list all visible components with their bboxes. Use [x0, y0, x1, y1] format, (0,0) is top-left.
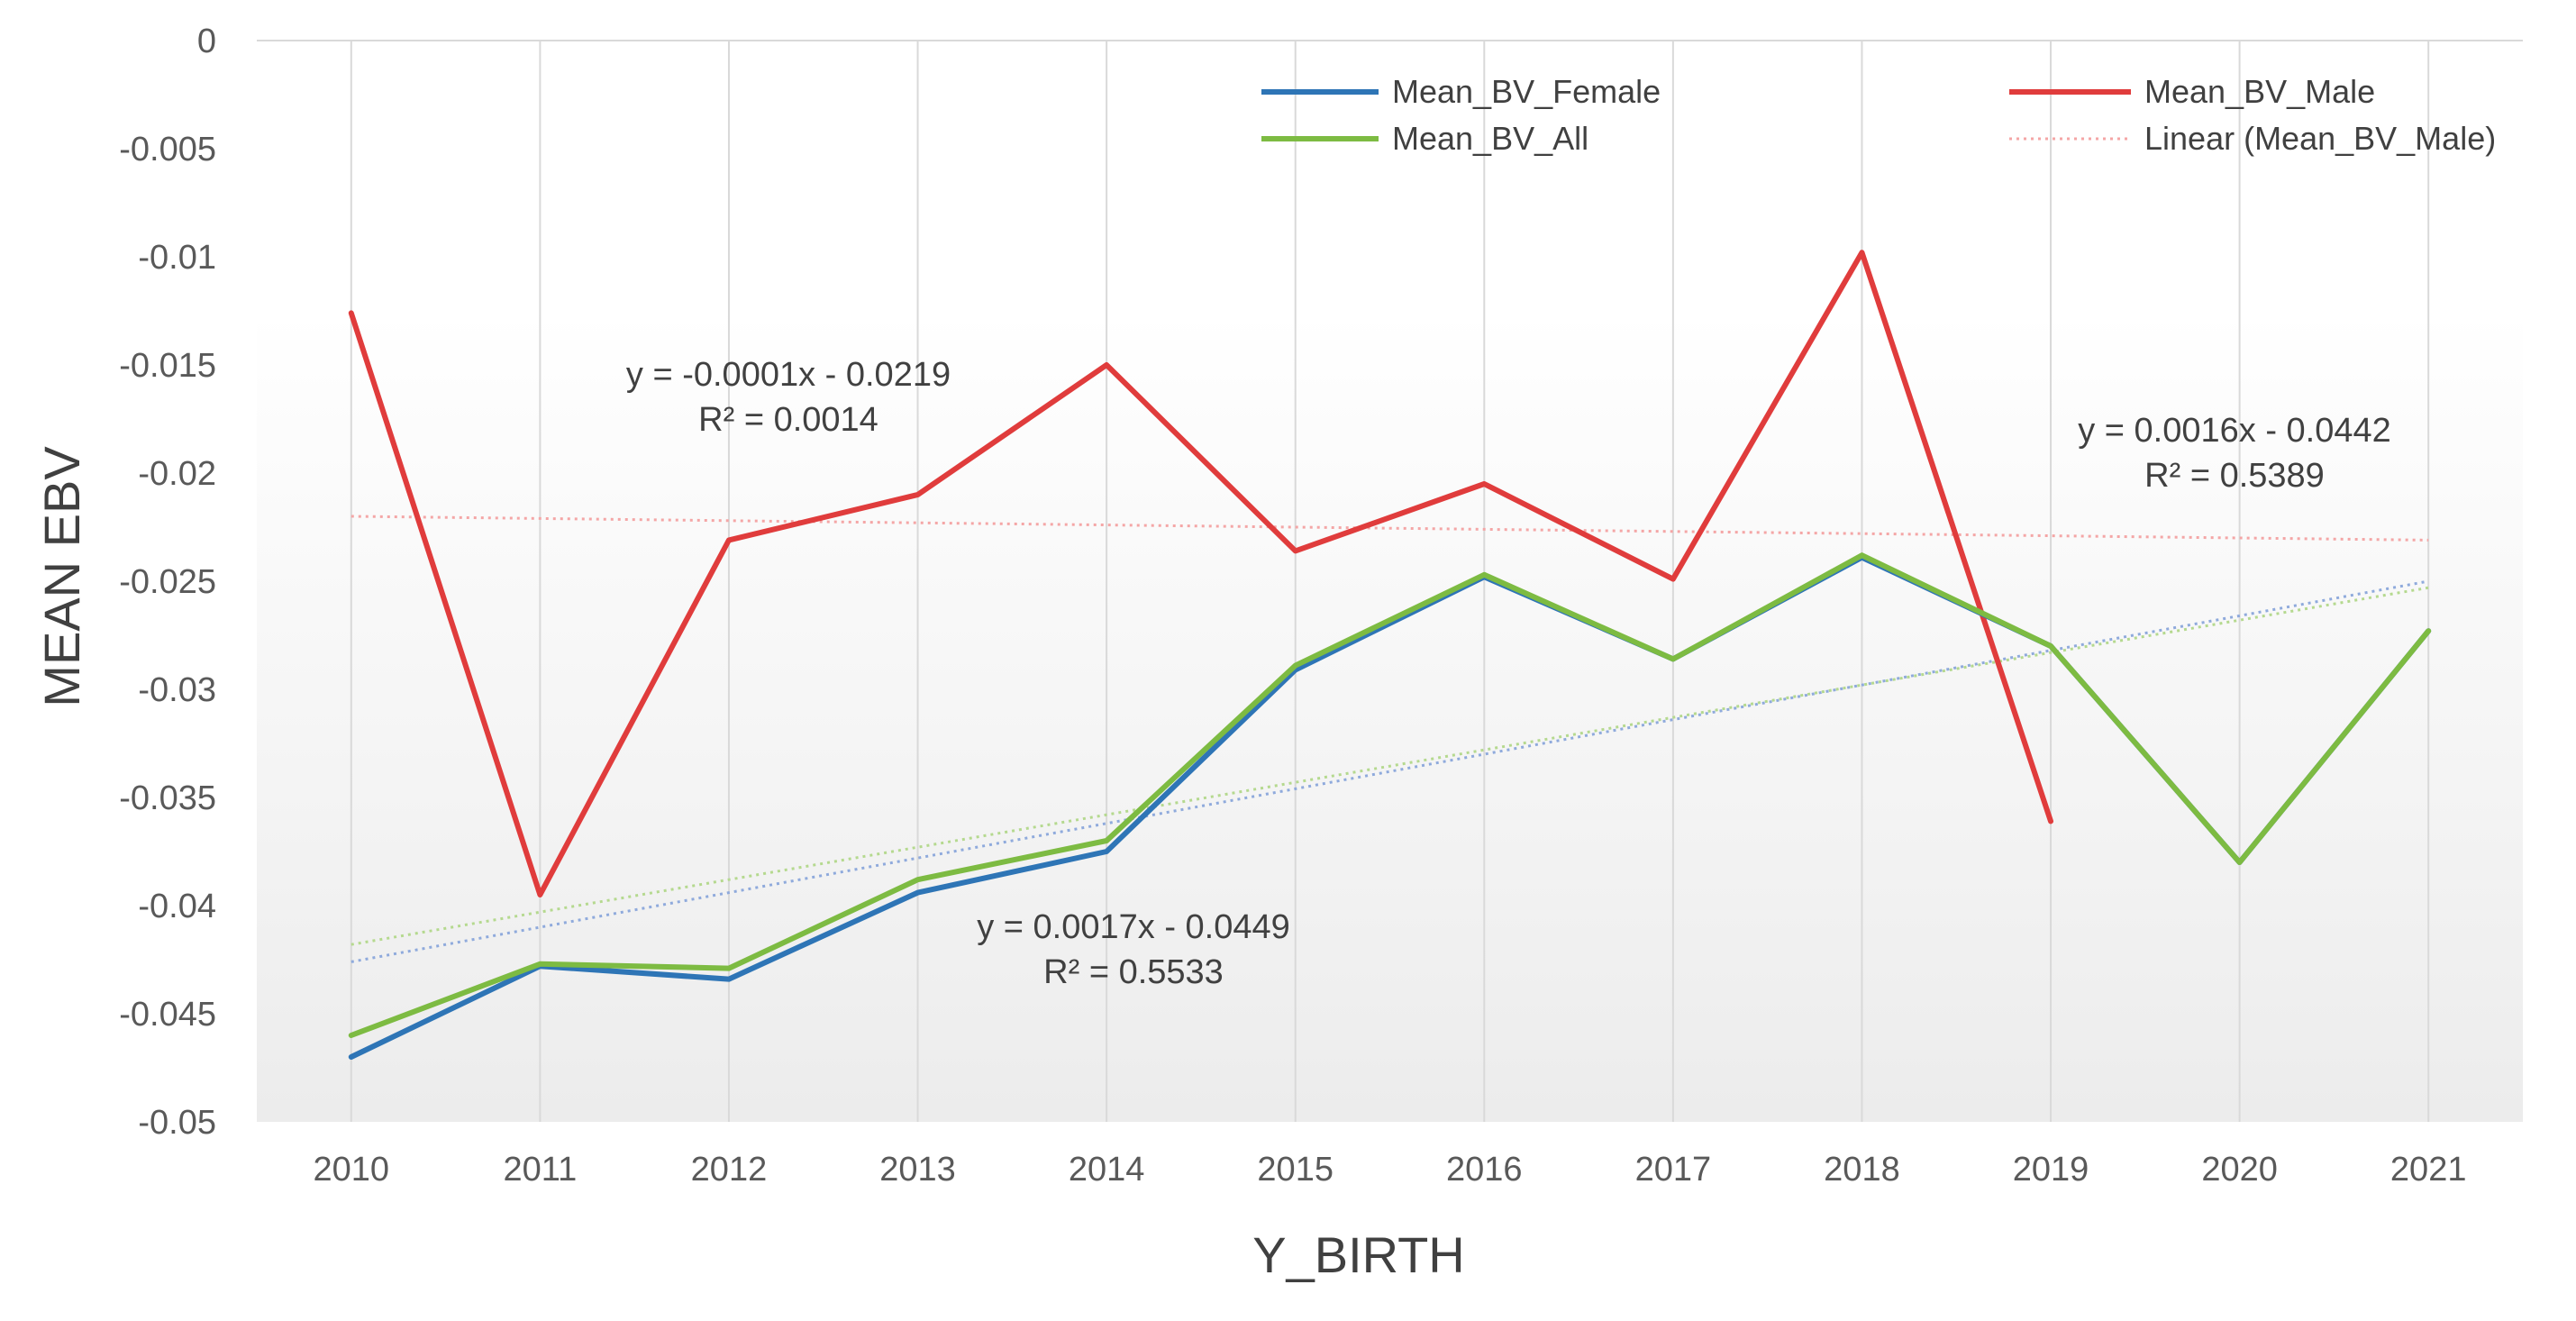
x-tick-label: 2015 [1257, 1151, 1334, 1189]
x-tick-label: 2014 [1069, 1151, 1145, 1189]
y-axis-ticks: 0 -0.005 -0.01 -0.015 -0.02 -0.025 -0.03 -0.035… [119, 23, 216, 1142]
legend-item-female: Mean_BV_Female [1261, 73, 1661, 110]
x-tick-label: 2011 [504, 1151, 578, 1189]
y-tick-label: -0.05 [138, 1104, 216, 1142]
x-axis-ticks: 2010 2011 2012 2013 2014 2015 2016 2017 2018 2019… [314, 1151, 2467, 1189]
trend-equation-male: y = -0.0001x - 0.0219 R² = 0.0014 [626, 356, 951, 439]
x-axis-title: Y_BIRTH [1252, 1226, 1464, 1283]
legend-label-all: Mean_BV_All [1392, 120, 1588, 157]
x-tick-label: 2017 [1635, 1151, 1712, 1189]
equation-text: y = 0.0017x - 0.0449 [977, 908, 1290, 946]
x-tick-label: 2021 [2390, 1151, 2467, 1189]
y-tick-label: -0.035 [119, 779, 216, 817]
series-line-mean-bv-all [348, 552, 2432, 1038]
legend-item-male: Mean_BV_Male [2009, 73, 2375, 110]
trendline-mean-bv-all [350, 586, 2429, 946]
r-squared-text: R² = 0.5389 [2144, 457, 2325, 495]
r-squared-text: R² = 0.0014 [698, 401, 878, 439]
legend-label-linear-male: Linear (Mean_BV_Male) [2144, 120, 2496, 157]
y-axis-title: MEAN EBV [33, 446, 90, 707]
y-tick-label: -0.045 [119, 996, 216, 1034]
legend-item-all: Mean_BV_All [1261, 120, 1588, 157]
y-tick-label: -0.02 [138, 455, 216, 493]
x-tick-label: 2010 [314, 1151, 390, 1189]
y-tick-label: 0 [197, 23, 216, 60]
y-tick-label: -0.015 [119, 347, 216, 385]
trend-equation-female: y = 0.0016x - 0.0442 R² = 0.5389 [2078, 412, 2391, 495]
plot-background [257, 41, 2523, 1122]
x-tick-label: 2019 [2013, 1151, 2089, 1189]
trendlines [350, 515, 2429, 963]
x-tick-label: 2013 [879, 1151, 956, 1189]
y-tick-label: -0.03 [138, 671, 216, 709]
series-line-mean-bv-male [348, 250, 2054, 897]
x-tick-label: 2020 [2201, 1151, 2278, 1189]
y-tick-label: -0.04 [138, 888, 216, 925]
equation-text: y = -0.0001x - 0.0219 [626, 356, 951, 394]
legend-item-linear-male: Linear (Mean_BV_Male) [2009, 120, 2496, 157]
y-tick-label: -0.025 [119, 563, 216, 601]
legend: Mean_BV_Female Mean_BV_Male Mean_BV_All … [1261, 73, 2496, 157]
data-series [348, 250, 2432, 1060]
x-tick-label: 2016 [1446, 1151, 1523, 1189]
trendline-mean-bv-female [350, 579, 2429, 963]
trend-equation-all: y = 0.0017x - 0.0449 R² = 0.5533 [977, 908, 1290, 991]
r-squared-text: R² = 0.5533 [1043, 953, 1224, 991]
legend-label-female: Mean_BV_Female [1392, 73, 1661, 110]
equation-text: y = 0.0016x - 0.0442 [2078, 412, 2391, 450]
trendline-mean-bv-male [350, 515, 2429, 542]
x-tick-label: 2012 [691, 1151, 768, 1189]
vertical-gridlines [350, 41, 2430, 1122]
y-tick-label: -0.005 [119, 131, 216, 169]
x-tick-label: 2018 [1824, 1151, 1900, 1189]
y-tick-label: -0.01 [138, 239, 216, 277]
legend-label-male: Mean_BV_Male [2144, 73, 2375, 110]
